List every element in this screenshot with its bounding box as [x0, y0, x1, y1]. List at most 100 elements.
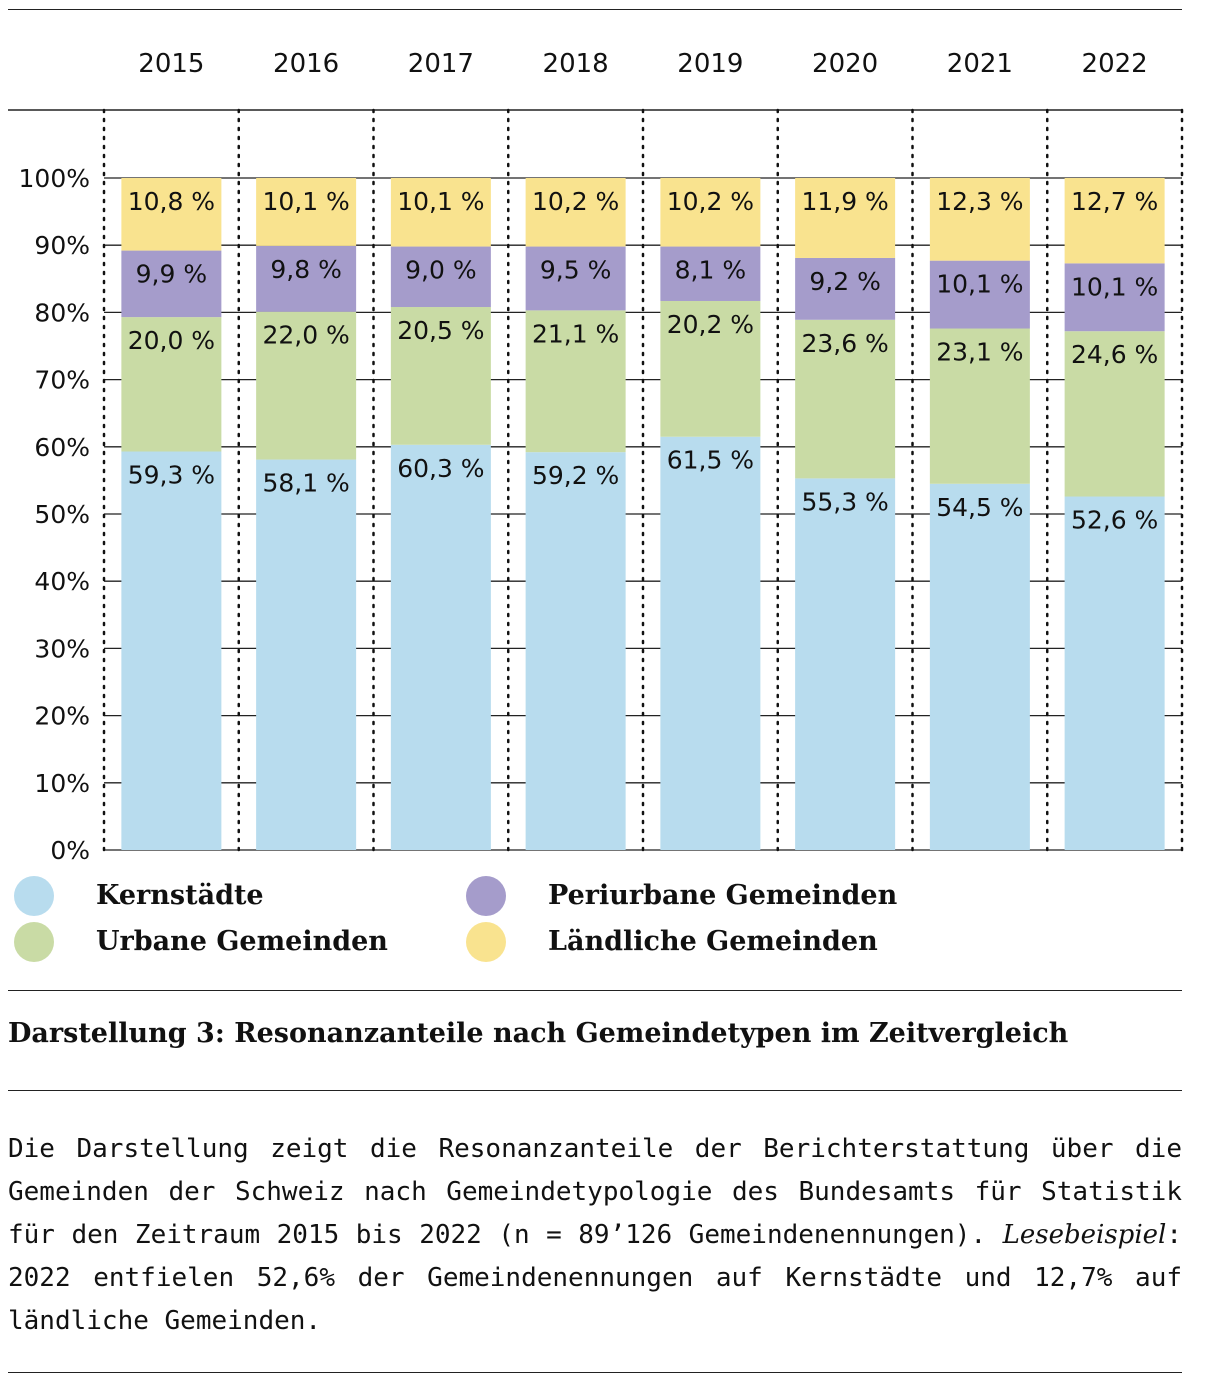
data-label: 22,0 %	[262, 321, 349, 350]
y-tick-label: 20%	[34, 702, 90, 731]
bar-segment	[660, 246, 761, 301]
legend-label-kernstaedte: Kernstädte	[96, 880, 264, 911]
bar-segment	[121, 451, 222, 850]
y-tick-label: 80%	[34, 298, 90, 327]
caption-example-text: : 2022 entfielen 52,6% der Gemeindenennu…	[8, 1220, 1182, 1336]
caption-title-rule	[8, 1090, 1182, 1091]
data-label: 20,5 %	[397, 316, 484, 345]
legend-label-periurbane: Periurbane Gemeinden	[548, 880, 898, 911]
legend-dot-periurbane	[466, 876, 506, 916]
bar-segment	[256, 245, 357, 312]
data-label: 10,1 %	[936, 270, 1023, 299]
bar-segment	[795, 257, 896, 320]
x-category-label: 2020	[812, 49, 878, 79]
bar-segment	[256, 178, 357, 246]
data-label: 10,2 %	[532, 187, 619, 216]
y-tick-label: 10%	[34, 769, 90, 798]
bar-segment	[660, 300, 761, 437]
caption-example-label: Lesebeispiel	[1002, 1220, 1167, 1250]
top-rule	[8, 9, 1182, 10]
bar-segment	[525, 246, 626, 311]
bar-segment	[121, 317, 222, 452]
data-label: 10,2 %	[667, 187, 754, 216]
bar-segment	[929, 328, 1030, 484]
data-label: 9,0 %	[405, 256, 476, 285]
bar-segment	[929, 178, 1030, 261]
y-tick-label: 70%	[34, 366, 90, 395]
y-tick-label: 0%	[50, 836, 90, 865]
data-label: 23,1 %	[936, 338, 1023, 367]
bar-segment	[525, 178, 626, 247]
x-category-label: 2016	[273, 49, 339, 79]
data-label: 12,7 %	[1071, 187, 1158, 216]
bar-segment	[795, 478, 896, 850]
data-label: 60,3 %	[397, 454, 484, 483]
stacked-bar-chart: 0% 10% 20% 30% 40% 50% 60% 70% 80% 90% 100% 2015 201…	[8, 49, 1184, 865]
bar-segment	[795, 178, 896, 258]
y-tick-label: 100%	[19, 164, 90, 193]
bar-segment	[256, 459, 357, 850]
bar-segment	[929, 483, 1030, 850]
data-label: 9,5 %	[540, 256, 611, 285]
legend-dot-kernstaedte	[14, 876, 54, 916]
bar-segment	[525, 310, 626, 453]
data-label: 52,6 %	[1071, 506, 1158, 535]
bar-segment	[390, 444, 491, 850]
bar-segment	[1064, 331, 1165, 497]
y-tick-label: 50%	[34, 500, 90, 529]
bottom-rule	[8, 1372, 1182, 1373]
data-label: 21,1 %	[532, 319, 619, 348]
x-category-label: 2019	[677, 49, 743, 79]
data-label: 10,1 %	[262, 187, 349, 216]
data-label: 59,3 %	[128, 461, 215, 490]
legend-periurbane: Periurbane Gemeinden	[466, 876, 897, 916]
data-label: 8,1 %	[675, 256, 746, 285]
data-label: 9,2 %	[809, 267, 880, 296]
caption-body: Die Darstellung zeigt die Resonanzanteil…	[8, 1128, 1182, 1343]
data-label: 59,2 %	[532, 461, 619, 490]
bar-segment	[795, 319, 896, 479]
legend-bottom-rule	[8, 990, 1182, 991]
bar-segment	[525, 452, 626, 850]
legend-label-laendliche: Ländliche Gemeinden	[548, 926, 878, 957]
data-label: 10,1 %	[1071, 272, 1158, 301]
data-label: 12,3 %	[936, 187, 1023, 216]
bar-segment	[929, 260, 1030, 329]
bar-segment	[121, 250, 222, 318]
data-label: 58,1 %	[262, 469, 349, 498]
data-label: 54,5 %	[936, 493, 1023, 522]
legend-kernstaedte: Kernstädte	[14, 876, 264, 916]
data-label: 10,1 %	[397, 187, 484, 216]
bar-segment	[390, 178, 491, 247]
y-tick-label: 60%	[34, 433, 90, 462]
legend-label-urbane: Urbane Gemeinden	[96, 926, 388, 957]
data-label: 9,9 %	[136, 260, 207, 289]
caption-paragraph: Die Darstellung zeigt die Resonanzanteil…	[8, 1128, 1182, 1343]
bar-segment	[1064, 178, 1165, 264]
y-tick-label: 90%	[34, 231, 90, 260]
data-label: 10,8 %	[128, 187, 215, 216]
data-label: 9,8 %	[270, 255, 341, 284]
caption-title: Darstellung 3: Resonanzanteile nach Geme…	[8, 1018, 1069, 1049]
data-label: 24,6 %	[1071, 340, 1158, 369]
data-label: 61,5 %	[667, 446, 754, 475]
x-category-label: 2017	[408, 49, 474, 79]
data-label: 20,2 %	[667, 310, 754, 339]
data-label: 55,3 %	[801, 487, 888, 516]
x-category-label: 2022	[1082, 49, 1148, 79]
data-label: 11,9 %	[801, 187, 888, 216]
legend-dot-laendliche	[466, 922, 506, 962]
bar-segment	[256, 311, 357, 460]
x-category-label: 2021	[947, 49, 1013, 79]
bar-segment	[1064, 496, 1165, 850]
legend-urbane: Urbane Gemeinden	[14, 922, 388, 962]
caption-description: Die Darstellung zeigt die Resonanzanteil…	[8, 1134, 1182, 1250]
bar-segment	[390, 246, 491, 308]
bar-segment	[1064, 263, 1165, 332]
legend-laendliche: Ländliche Gemeinden	[466, 922, 878, 962]
bar-segment	[121, 178, 222, 251]
y-tick-label: 30%	[34, 634, 90, 663]
data-label: 20,0 %	[128, 326, 215, 355]
bar-segment	[660, 178, 761, 247]
bar-segment	[390, 307, 491, 445]
